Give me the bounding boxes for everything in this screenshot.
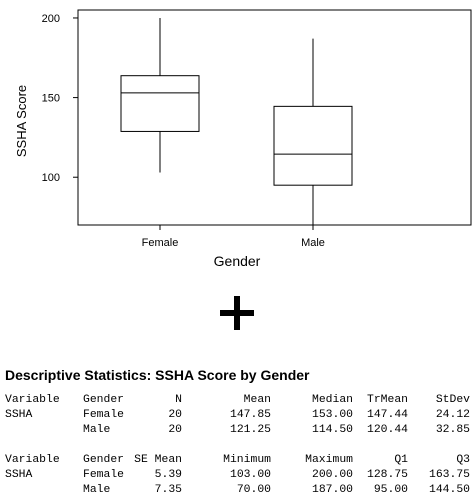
table-cell: 7.35 [155,483,182,498]
table-cell: 5.39 [155,468,182,483]
table-cell: 144.50 [429,483,470,498]
table-row: SSHA Female 5.39 103.00 200.00 128.75 16… [5,468,470,483]
table-cell: 121.25 [230,423,271,438]
table-cell: 103.00 [230,468,271,483]
header-cell: Minimum [223,453,271,468]
header-cell: N [175,393,182,408]
table-row: Male 7.35 70.00 187.00 95.00 144.50 [5,483,470,498]
header-cell: Mean [244,393,271,408]
table-cell: 95.00 [374,483,408,498]
box-female [121,18,199,172]
table-cell: 120.44 [367,423,408,438]
header-cell: Median [312,393,353,408]
header-cell: Gender [83,453,124,468]
header-cell: TrMean [367,393,408,408]
box-series [121,18,352,225]
header-cell: StDev [436,393,470,408]
table-cell: 200.00 [312,468,353,483]
y-tick-label: 150 [42,93,60,105]
table-cell: 24.12 [436,408,470,423]
descriptive-stats-table-2: Variable Gender SE Mean Minimum Maximum … [5,453,470,498]
table-cell: Female [83,468,124,483]
table-cell: 163.75 [429,468,470,483]
table-row: Male 20 121.25 114.50 120.44 32.85 [5,423,470,438]
table-cell: 20 [168,423,182,438]
y-tick-label: 200 [42,13,60,25]
x-tick-label: Male [301,237,325,249]
header-cell: SE Mean [134,453,182,468]
x-axis-label: Gender [214,253,261,269]
table-cell: 147.85 [230,408,271,423]
header-cell: Q3 [456,453,470,468]
table-cell: 20 [168,408,182,423]
header-cell: Q1 [394,453,408,468]
x-tick-label: Female [142,237,179,249]
table-cell: 114.50 [312,423,353,438]
descriptive-stats-table-1: Variable Gender N Mean Median TrMean StD… [5,393,470,438]
y-axis-label: SSHA Score [14,85,29,157]
table-header-row: Variable Gender N Mean Median TrMean StD… [5,393,470,408]
table-cell: Female [83,408,124,423]
table-cell: 32.85 [436,423,470,438]
box-male [274,39,352,225]
header-cell: Variable [5,453,60,468]
iqr-box [274,106,352,185]
table-cell: SSHA [5,468,32,483]
boxplot-chart: 100 150 200 Female Male SSHA Score Gender [0,0,474,285]
x-axis: Female Male [142,225,325,249]
table-row: SSHA Female 20 147.85 153.00 147.44 24.1… [5,408,470,423]
y-axis: 100 150 200 [42,13,78,184]
table-cell: SSHA [5,408,32,423]
iqr-box [121,76,199,132]
table-header-row: Variable Gender SE Mean Minimum Maximum … [5,453,470,468]
table-cell: Male [83,423,110,438]
table-cell: 70.00 [237,483,271,498]
table-cell: 187.00 [312,483,353,498]
header-cell: Maximum [305,453,353,468]
table-cell: 147.44 [367,408,408,423]
table-cell: 153.00 [312,408,353,423]
y-tick-label: 100 [42,172,60,184]
stats-title: Descriptive Statistics: SSHA Score by Ge… [5,367,309,383]
header-cell: Gender [83,393,124,408]
plus-icon [220,296,254,330]
table-cell: Male [83,483,110,498]
header-cell: Variable [5,393,60,408]
table-cell: 128.75 [367,468,408,483]
